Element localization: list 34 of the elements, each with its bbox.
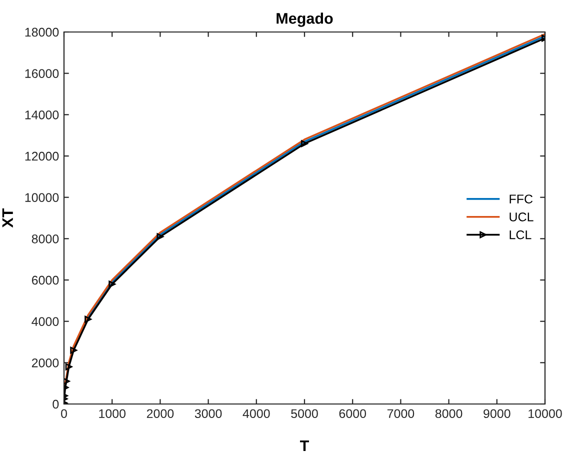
y-tick-label: 16000 [25, 69, 59, 78]
point [70, 346, 78, 354]
x-tick-label: 2000 [146, 409, 174, 418]
y-tick-label: 4000 [32, 317, 59, 326]
x-axis-title: T [300, 440, 310, 452]
x-tick-label: 7000 [387, 409, 414, 418]
y-tick-label: 18000 [25, 28, 59, 37]
x-tick-label: 6000 [339, 409, 366, 418]
x-tick-label: 8000 [435, 409, 462, 418]
point [64, 378, 70, 385]
x-tick-label: 0 [61, 409, 67, 418]
legend-label: UCL [510, 212, 534, 222]
y-axis-title: XT [2, 208, 13, 228]
point [301, 140, 308, 148]
x-tick-label: 9000 [484, 409, 510, 418]
legend-label: FFC [510, 194, 533, 204]
x-tick-label: 4000 [242, 409, 270, 418]
y-tick-label: 6000 [32, 276, 59, 285]
y-tick-label: 10000 [25, 193, 59, 202]
chart-title: Megado [276, 12, 333, 27]
point [156, 233, 164, 240]
x-tick-label: 1000 [99, 409, 126, 418]
x-tick-label: 10000 [528, 409, 562, 418]
point [108, 280, 116, 288]
point [84, 316, 92, 323]
y-tick-label: 8000 [32, 234, 59, 244]
x-tick-label: 5000 [291, 409, 318, 418]
legend-label: LCL [510, 230, 532, 240]
y-tick-label: 0 [52, 400, 59, 409]
y-tick-label: 2000 [32, 358, 59, 368]
y-tick-label: 12000 [25, 152, 59, 161]
y-tick-label: 14000 [25, 110, 59, 120]
x-tick-label: 3000 [194, 409, 222, 418]
point [65, 363, 72, 370]
